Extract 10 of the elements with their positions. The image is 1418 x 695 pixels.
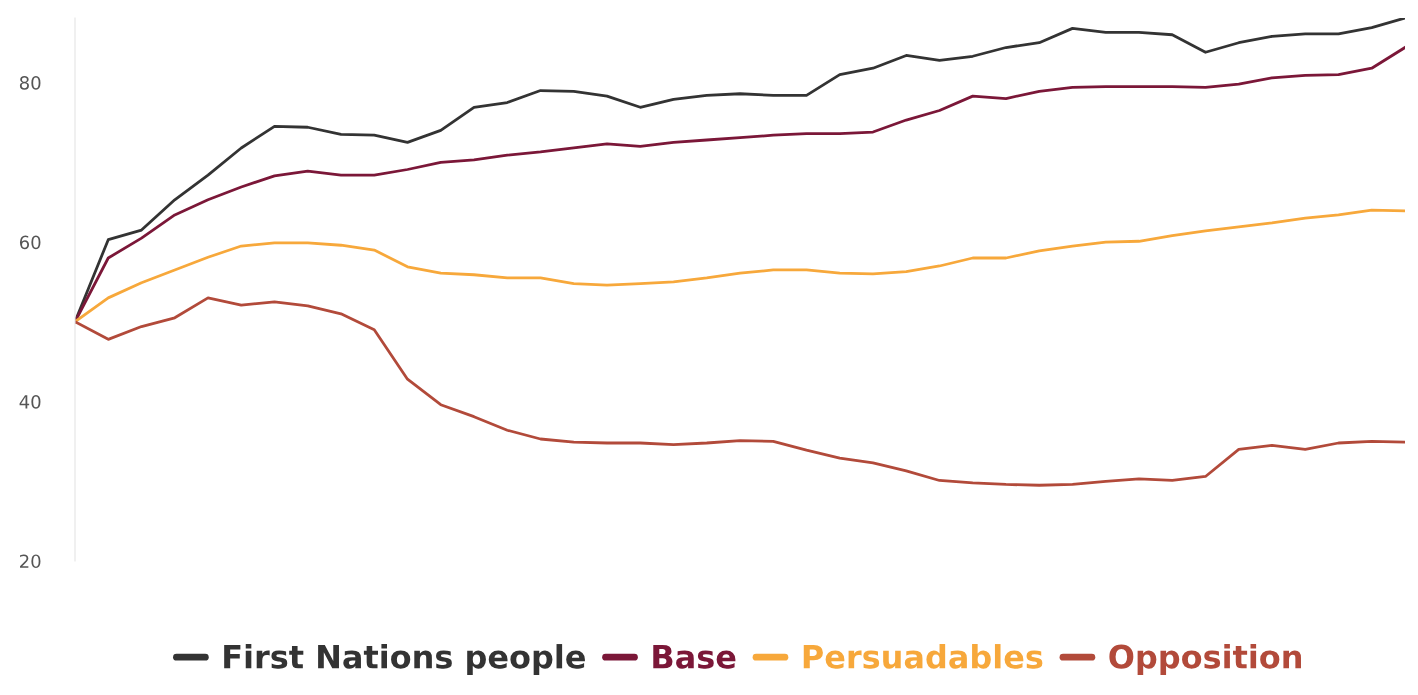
legend-label: First Nations people xyxy=(224,644,585,675)
legend-label: Opposition xyxy=(1109,644,1301,675)
y-tick-label: 40 xyxy=(19,394,41,409)
y-tick-label: 60 xyxy=(19,235,41,250)
y-tick-label: 20 xyxy=(20,554,41,569)
y-tick-label: 80 xyxy=(19,76,41,90)
legend-label: Base xyxy=(653,645,736,669)
legend-label: Persuadables xyxy=(803,644,1043,669)
line-series xyxy=(75,208,1405,324)
line-series xyxy=(75,296,1405,487)
